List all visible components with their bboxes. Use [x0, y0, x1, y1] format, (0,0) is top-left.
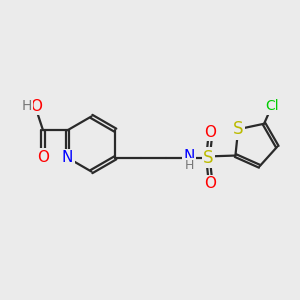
Text: S: S [233, 120, 243, 138]
Text: O: O [37, 150, 49, 165]
Text: H: H [22, 99, 32, 113]
Text: S: S [203, 149, 214, 167]
Text: N: N [62, 150, 73, 165]
Text: Cl: Cl [265, 99, 278, 113]
Text: N: N [184, 149, 195, 164]
Text: O: O [30, 99, 42, 114]
Text: O: O [205, 176, 217, 191]
Text: H: H [184, 159, 194, 172]
Text: O: O [205, 125, 217, 140]
